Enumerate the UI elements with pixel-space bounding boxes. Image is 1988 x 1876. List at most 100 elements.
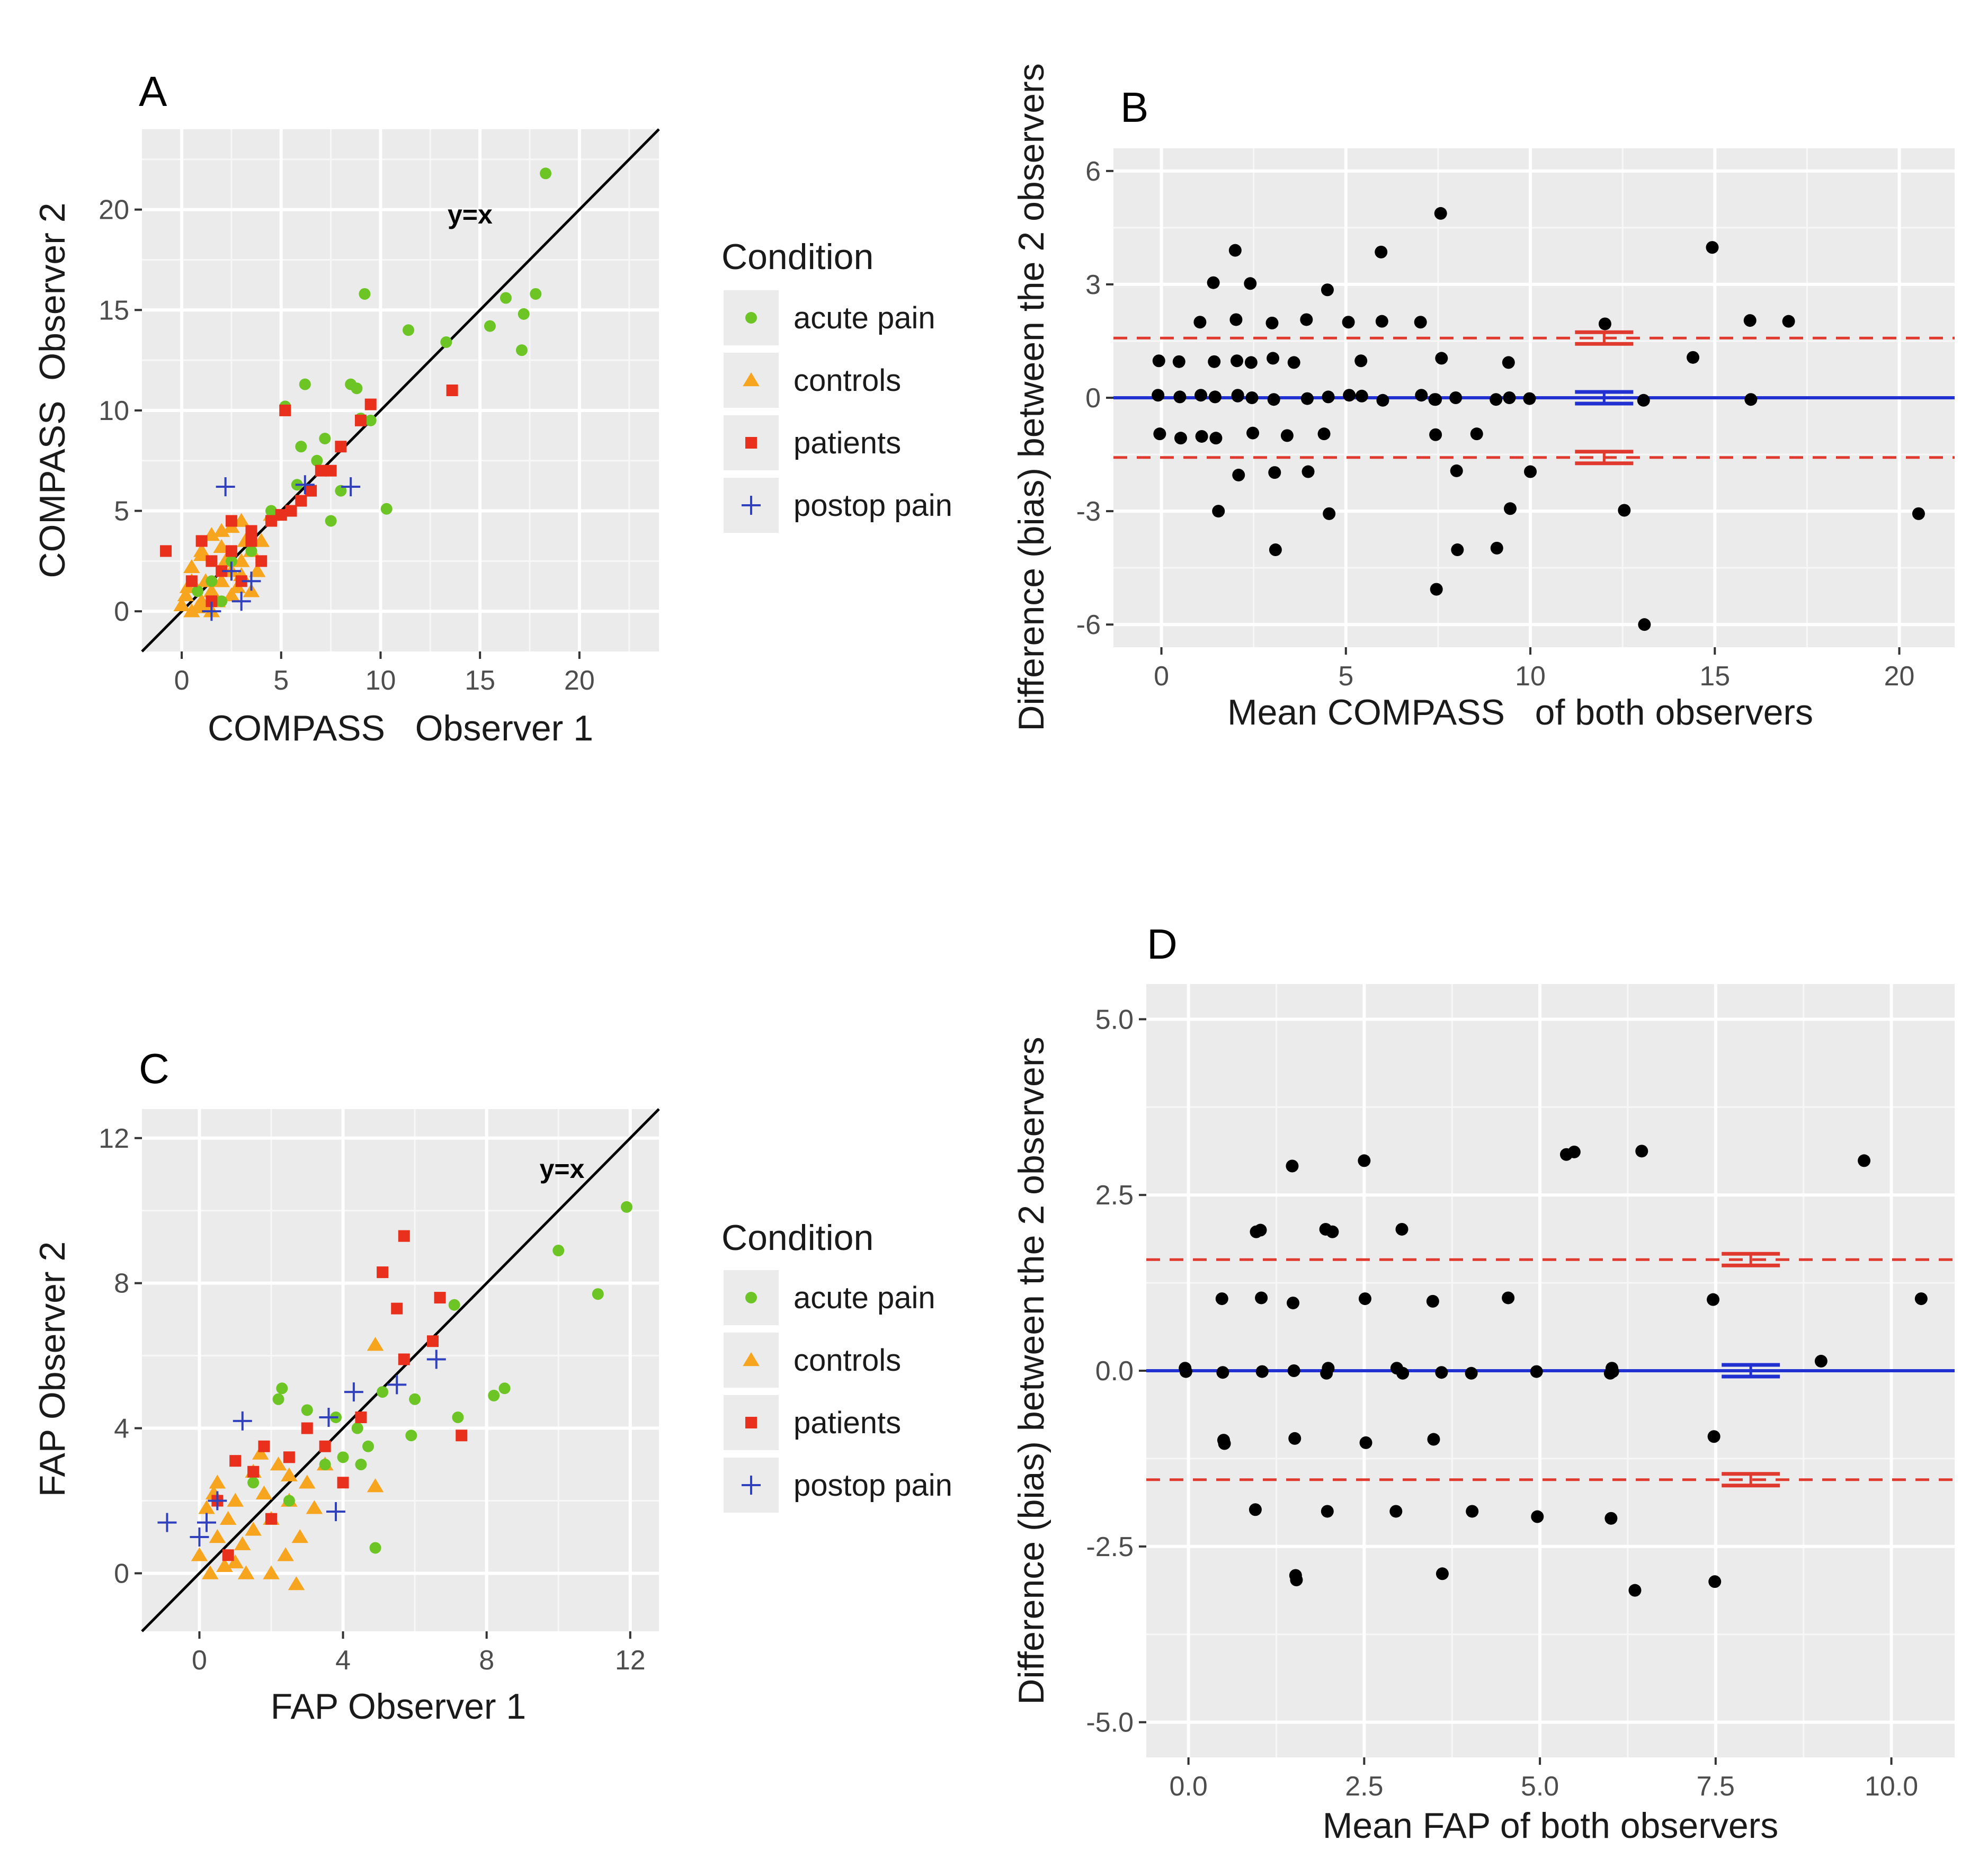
panel-d-points	[1179, 1145, 1928, 1597]
panel-a-point-acute-pain	[311, 454, 323, 467]
panel-a-point-acute-pain	[530, 288, 542, 300]
panel-c-point-controls	[191, 1547, 208, 1561]
panel-b-y-axis-title: Difference (bias) between the 2 observer…	[1011, 63, 1051, 731]
panel-c-points	[157, 1201, 632, 1591]
panel-c-point-patients	[434, 1292, 446, 1304]
panel-c-point-acute-pain	[301, 1404, 313, 1416]
panel-b-point	[1301, 465, 1315, 478]
panel-c-point-controls	[263, 1565, 280, 1579]
panel-b-point	[1504, 502, 1517, 515]
panel-b-point	[1375, 245, 1388, 258]
panel-b-point	[1231, 389, 1244, 402]
panel-c-point-patients	[283, 1451, 295, 1463]
panel-d-point	[1390, 1362, 1403, 1375]
panel-c-point-acute-pain	[498, 1382, 511, 1395]
panel-a-point-controls	[203, 583, 220, 597]
triangle-marker-icon	[743, 1352, 760, 1366]
panel-c-xticks: 0 4 8 12	[192, 1631, 646, 1676]
panel-b-point	[1322, 390, 1335, 404]
panel-a-point-patients	[354, 414, 367, 426]
panel-a-point-postop-pain	[231, 592, 251, 611]
panel-d-x-axis-title: Mean FAP of both observers	[1323, 1806, 1779, 1846]
panel-d-point	[1707, 1430, 1720, 1443]
panel-c-point-controls	[202, 1565, 219, 1579]
panel-c-point-controls	[367, 1478, 384, 1493]
panel-c-point-patients	[301, 1422, 313, 1434]
panel-d-point	[1358, 1154, 1371, 1167]
panel-d-point	[1466, 1505, 1479, 1518]
panel-a-point-acute-pain	[225, 555, 237, 567]
panel-a-point-patients	[285, 505, 297, 517]
panel-d-ci-marker-lower	[1722, 1472, 1780, 1488]
panel-d-point	[1290, 1573, 1303, 1586]
panel-d-point	[1319, 1222, 1332, 1236]
panel-a-point-controls	[213, 523, 230, 537]
square-marker-icon	[745, 1417, 757, 1428]
panel-c-letter: C	[139, 1045, 170, 1092]
panel-a-x-axis-title: COMPASS Observer 1	[208, 708, 593, 748]
panel-b-ci-markers	[1575, 330, 1634, 466]
panel-d-point	[1288, 1432, 1301, 1445]
panel-d-point	[1914, 1292, 1928, 1306]
panel-d-x-tick-label: 7.5	[1697, 1771, 1735, 1802]
panel-a-point-patients	[255, 555, 268, 567]
panel-c-point-controls	[237, 1565, 255, 1579]
panel-b-point	[1502, 356, 1515, 369]
panel-b-point	[1451, 543, 1464, 557]
panel-b-point	[1470, 427, 1483, 441]
panel-d-reference-lines	[1146, 1258, 1955, 1481]
panel-a-point-acute-pain	[245, 545, 257, 557]
circle-marker-icon	[745, 312, 757, 324]
panel-c-point-controls	[281, 1467, 298, 1481]
panel-c-point-controls	[270, 1457, 287, 1471]
triangle-marker-icon	[743, 372, 760, 387]
panel-b-point	[1152, 389, 1165, 402]
panel-d-y-tick-label: 2.5	[1095, 1180, 1134, 1211]
panel-b-point	[1435, 352, 1448, 365]
panel-b-point	[1342, 316, 1355, 329]
panel-b-point	[1618, 504, 1631, 517]
panel-d-x-tick-label: 2.5	[1345, 1771, 1383, 1802]
legend-label: acute pain	[794, 301, 935, 335]
panel-c-point-controls	[288, 1576, 305, 1591]
panel-a-point-acute-pain	[265, 505, 277, 517]
panel-a-point-patients	[364, 398, 377, 410]
panel-a-identity-label: y=x	[448, 200, 493, 229]
panel-c-point-controls	[291, 1529, 308, 1543]
panel-c-point-controls	[209, 1475, 226, 1489]
panel-a-x-tick-label: 10	[365, 665, 396, 696]
panel-a-point-acute-pain	[192, 585, 204, 597]
square-marker-icon	[745, 437, 757, 449]
panel-c-x-tick-label: 12	[615, 1645, 646, 1676]
panel-b-point	[1354, 354, 1368, 368]
panel-d-y-tick-label: 0.0	[1095, 1356, 1134, 1387]
panel-c-point-controls	[306, 1500, 323, 1514]
panel-a-xticks: 0 5 10 15 20	[174, 651, 595, 696]
panel-a-point-patients	[245, 535, 257, 547]
panel-d-point	[1395, 1222, 1408, 1236]
panel-a-point-patients	[225, 515, 237, 527]
panel-b-point	[1300, 313, 1313, 326]
panel-b-y-tick-label: 6	[1085, 156, 1101, 187]
panel-d-point	[1606, 1365, 1619, 1378]
panel-b-point	[1208, 390, 1222, 404]
panel-d-point	[1216, 1366, 1229, 1379]
panel-b-point	[1355, 389, 1368, 403]
legend-bottom-title: Condition	[721, 1218, 873, 1258]
panel-d-x-tick-label: 10.0	[1865, 1771, 1918, 1802]
panel-b-point	[1267, 352, 1280, 365]
panel-b-point	[1524, 465, 1537, 478]
panel-c-point-acute-pain	[337, 1451, 349, 1463]
panel-c-point-acute-pain	[552, 1245, 565, 1257]
panel-a-y-tick-label: 5	[114, 496, 129, 527]
panel-b-point	[1490, 541, 1503, 555]
panel-a-point-patients	[335, 441, 347, 453]
panel-b-point	[1153, 427, 1166, 441]
panel-a-point-patients	[235, 575, 247, 587]
panel-d-ci-marker-upper	[1722, 1252, 1780, 1267]
panel-c-point-patients	[258, 1440, 270, 1452]
panel-b-point	[1343, 389, 1356, 402]
panel-d-point	[1436, 1567, 1449, 1580]
panel-d-ci-marker-bias	[1722, 1363, 1780, 1379]
panel-c-point-patients	[319, 1440, 331, 1452]
